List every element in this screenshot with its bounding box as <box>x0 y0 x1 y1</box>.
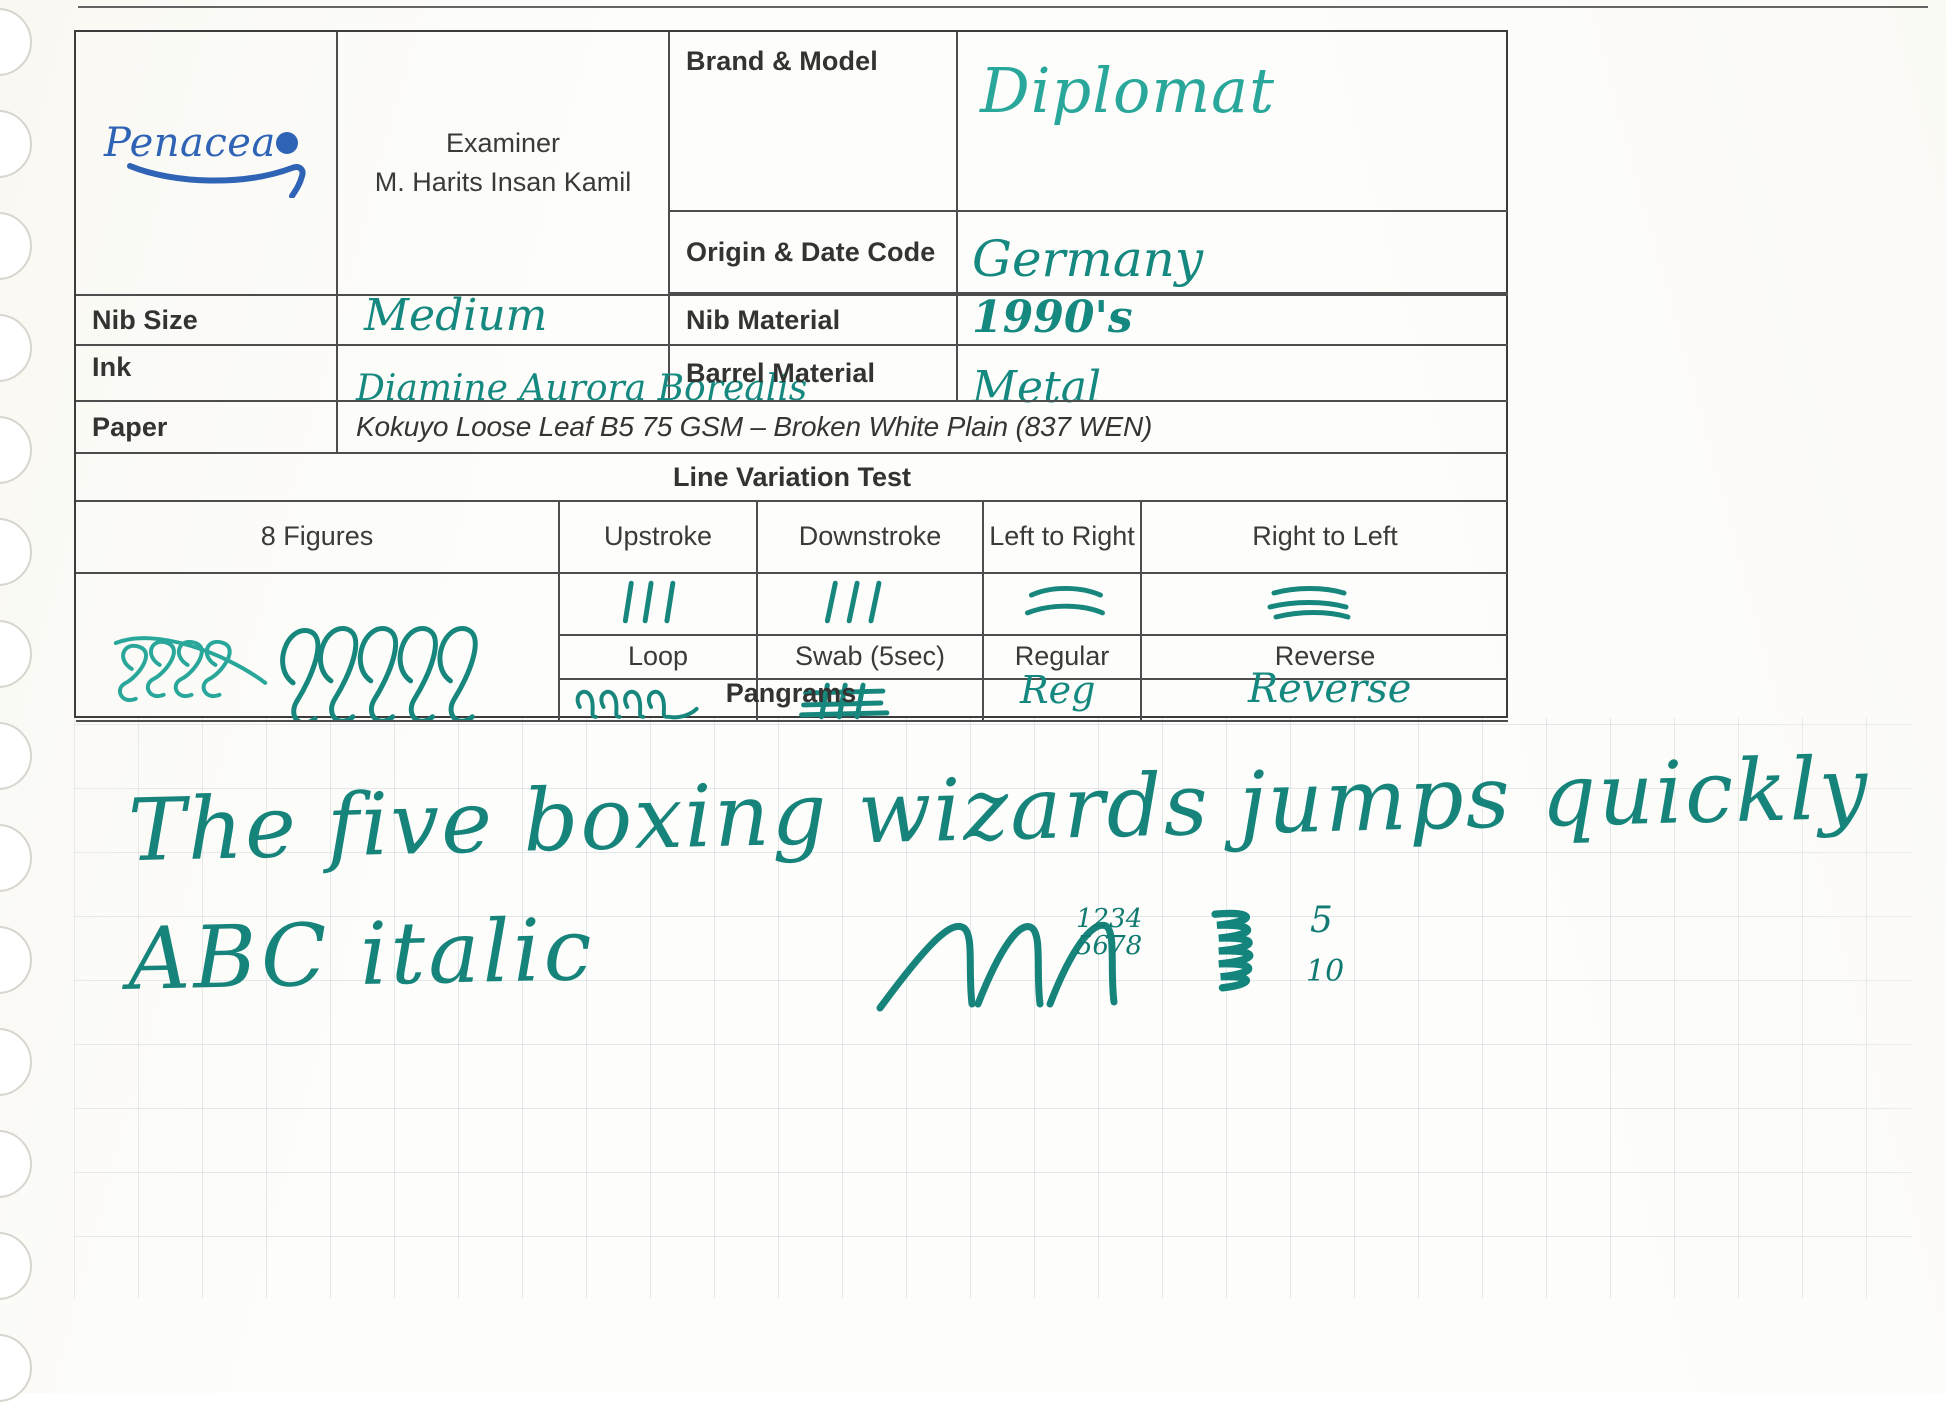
graph-grid-background <box>74 718 1912 1298</box>
origin-date-label: Origin & Date Code <box>670 212 958 294</box>
nib-material-value-cell: 1990's <box>958 292 1508 344</box>
col-reverse-label: Reverse <box>1142 634 1508 678</box>
downstroke-sample <box>824 580 882 624</box>
nib-size-value-cell: Medium <box>338 290 670 344</box>
figures-label: 8 Figures <box>76 500 560 572</box>
col-downstroke-label: Downstroke <box>758 500 984 572</box>
origin-date-value-cell: Germany <box>958 212 1508 294</box>
ink-label: Ink <box>76 344 338 400</box>
examiner-cell: Examiner M. Harits Insan Kamil <box>338 32 670 294</box>
paper-label: Paper <box>76 400 338 452</box>
nib-size-label: Nib Size <box>76 294 338 344</box>
sample-left-to-right-cell <box>984 572 1142 634</box>
figure-eight-loops-sample <box>113 626 478 721</box>
sample-swab-cell <box>758 678 984 720</box>
figures-sample-cell <box>76 572 560 721</box>
nib-size-value: Medium <box>364 290 548 341</box>
pen-review-form-table: Penacea Examiner M. Harits Insan Kamil B… <box>74 30 1508 722</box>
nib-material-label: Nib Material <box>670 294 958 344</box>
paper-value: Kokuyo Loose Leaf B5 75 GSM – Broken Whi… <box>338 400 1508 452</box>
logo-cell: Penacea <box>76 32 338 294</box>
examiner-name: M. Harits Insan Kamil <box>374 167 632 197</box>
ink-value-cell: Diamine Aurora Borealis <box>338 344 807 409</box>
line-variation-title: Line Variation Test <box>76 452 1508 500</box>
barrel-material-label: Barrel Material <box>670 344 958 400</box>
col-regular-label: Regular <box>984 634 1142 678</box>
swab-sample <box>799 682 890 720</box>
sample-right-to-left-cell <box>1142 572 1508 634</box>
right-to-left-sample <box>1267 586 1351 620</box>
loop-sample <box>575 689 699 720</box>
col-right-to-left-label: Right to Left <box>1142 500 1508 572</box>
left-to-right-sample <box>1024 585 1105 616</box>
nib-material-value: 1990's <box>972 292 1133 343</box>
examiner-label: Examiner <box>445 127 561 158</box>
origin-date-value: Germany <box>972 230 1204 288</box>
col-swab-label: Swab (5sec) <box>758 634 984 678</box>
upstroke-sample <box>622 580 676 624</box>
penacea-logo: Penacea <box>104 120 314 198</box>
logo-swash-icon <box>127 163 306 198</box>
brand-model-value: Diplomat <box>980 54 1276 127</box>
sheet-top-rule <box>78 6 1928 8</box>
logo-wordmark: Penacea <box>104 120 276 166</box>
pangrams-title: Pangrams <box>725 677 857 708</box>
brand-model-label: Brand & Model <box>670 32 958 212</box>
pangrams-title-rule <box>76 720 1508 722</box>
sample-upstroke-cell <box>560 572 758 634</box>
sample-loop-cell <box>560 678 758 720</box>
col-upstroke-label: Upstroke <box>560 500 758 572</box>
logo-dot-icon <box>276 132 298 154</box>
col-loop-label: Loop <box>560 634 758 678</box>
sample-downstroke-cell <box>758 572 984 634</box>
brand-model-value-cell: Diplomat <box>958 32 1508 212</box>
col-left-to-right-label: Left to Right <box>984 500 1142 572</box>
barrel-material-value-cell: Metal <box>958 344 1508 413</box>
